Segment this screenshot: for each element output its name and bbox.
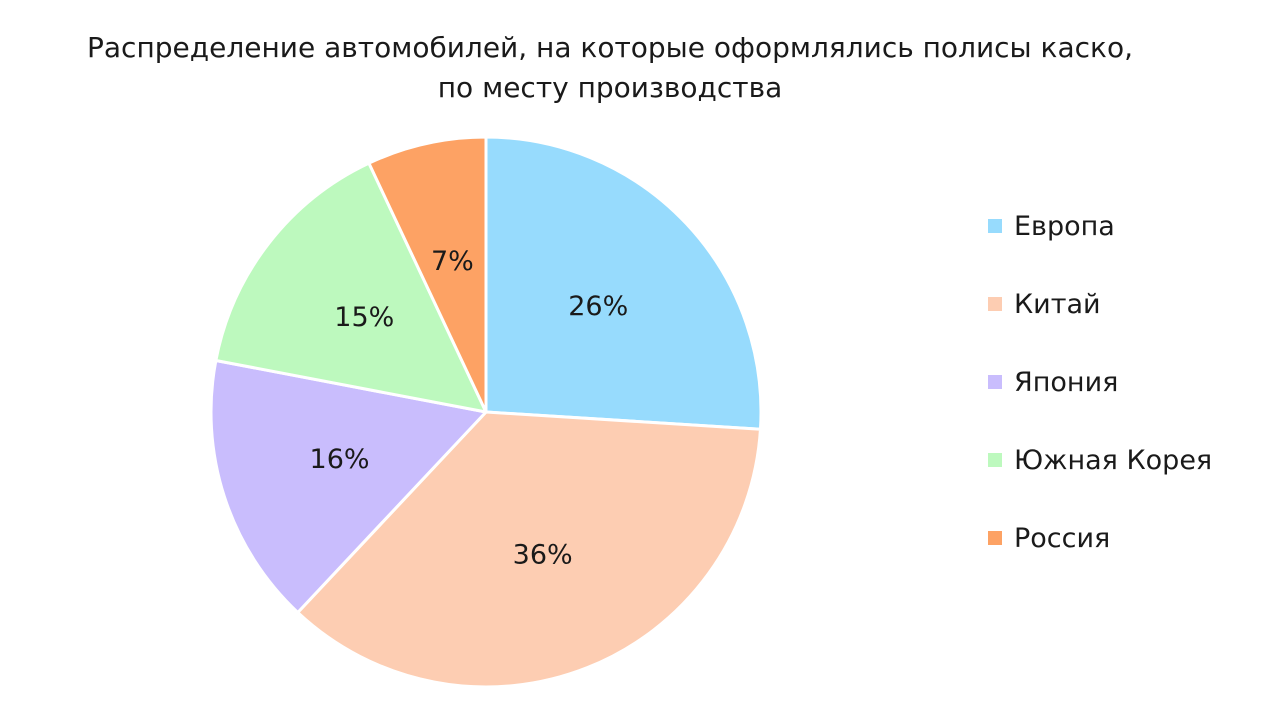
legend-swatch-china [988, 297, 1002, 311]
slice-label-russia: 7% [431, 246, 474, 277]
legend-item-russia: Россия [988, 518, 1212, 558]
pie-slice-china [296, 410, 762, 689]
legend-swatch-japan [988, 375, 1002, 389]
chart-title: Распределение автомобилей, на которые оф… [0, 28, 1220, 108]
pie-slice-europe [484, 135, 763, 431]
legend: Европа Китай Япония Южная Корея Россия [988, 206, 1212, 596]
slice-label-south-korea: 15% [334, 302, 394, 333]
chart-title-line-2: по месту производства [437, 71, 783, 104]
legend-item-japan: Япония [988, 362, 1212, 402]
legend-swatch-russia [988, 531, 1002, 545]
slice-label-china: 36% [513, 540, 573, 571]
legend-swatch-south-korea [988, 453, 1002, 467]
legend-label-china: Китай [1014, 288, 1101, 320]
pie-slice-japan [209, 358, 488, 614]
pie-slice-south-korea [214, 161, 488, 414]
legend-label-japan: Япония [1014, 366, 1119, 398]
chart-title-line-1: Распределение автомобилей, на которые оф… [87, 31, 1133, 64]
slice-label-europe: 26% [568, 291, 628, 322]
legend-label-europe: Европа [1014, 210, 1115, 242]
slice-label-japan: 16% [310, 444, 370, 475]
legend-item-china: Китай [988, 284, 1212, 324]
legend-label-russia: Россия [1014, 522, 1111, 554]
pie-slice-russia [367, 135, 488, 414]
legend-item-south-korea: Южная Корея [988, 440, 1212, 480]
legend-label-south-korea: Южная Корея [1014, 444, 1213, 476]
legend-swatch-europe [988, 219, 1002, 233]
legend-item-europe: Европа [988, 206, 1212, 246]
